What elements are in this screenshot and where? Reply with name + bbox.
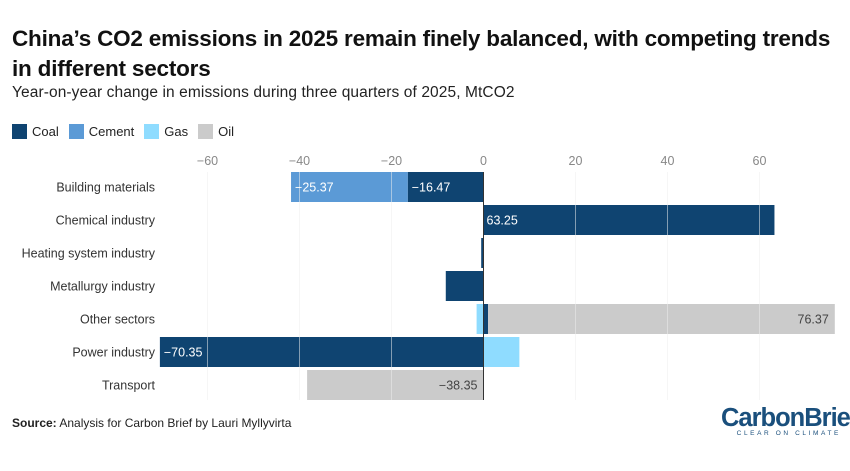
legend-item-gas: Gas [144, 124, 188, 139]
data-label-building-materials-cement: −25.37 [295, 181, 334, 195]
logo-wordmark: CarbonBrief [721, 404, 850, 432]
category-label-metallurgy-industry: Metallurgy industry [50, 280, 156, 294]
stacked-bar-chart: −60 −40 −20 0 20 40 60 Building materials Chemic… [22, 154, 835, 400]
category-label-transport: Transport [102, 379, 156, 393]
bar-power-industry-gas [483, 337, 520, 367]
legend-swatch-oil [198, 124, 214, 139]
bar-other-sectors-gas [476, 304, 484, 334]
bar-power-industry-coal [159, 337, 484, 367]
category-label-other-sectors: Other sectors [80, 313, 155, 327]
category-label-building-materials: Building materials [56, 181, 155, 195]
category-label-heating-system-industry: Heating system industry [22, 247, 156, 261]
data-label-power-industry-coal: −70.35 [164, 346, 203, 360]
bar-building-materials-cement [291, 172, 408, 202]
source-label: Source: [12, 416, 57, 430]
x-tick-label: 60 [753, 154, 767, 168]
legend-item-oil: Oil [198, 124, 234, 139]
logo-tagline: CLEAR ON CLIMATE [736, 430, 841, 437]
chart-title: China’s CO2 emissions in 2025 remain fin… [12, 26, 831, 81]
bar-other-sectors-oil [488, 304, 835, 334]
legend-swatch-coal [12, 124, 27, 139]
category-label-chemical-industry: Chemical industry [56, 214, 156, 228]
x-tick-label: 0 [480, 154, 487, 168]
legend-label-cement: Cement [88, 124, 135, 139]
carbonbrief-logo: CarbonBrief CLEAR ON CLIMATE [721, 404, 850, 437]
category-label-power-industry: Power industry [72, 346, 155, 360]
bar-other-sectors-coal [483, 304, 489, 334]
data-label-chemical-industry-coal: 63.25 [487, 214, 518, 228]
chart-subtitle: Year-on-year change in emissions during … [12, 84, 515, 101]
bar-chemical-industry-coal [483, 205, 775, 235]
x-tick-label: −60 [197, 154, 218, 168]
legend-label-coal: Coal [32, 124, 59, 139]
legend: Coal Cement Gas Oil [12, 124, 244, 139]
legend-swatch-cement [68, 124, 84, 139]
source-note: Source: Analysis for Carbon Brief by Lau… [12, 416, 291, 430]
data-label-other-sectors-oil: 76.37 [798, 313, 829, 327]
data-label-building-materials-coal: −16.47 [412, 181, 451, 195]
x-tick-label: 40 [661, 154, 675, 168]
x-tick-label: −40 [289, 154, 310, 168]
legend-swatch-gas [144, 124, 160, 139]
legend-label-oil: Oil [218, 124, 235, 139]
x-tick-label: 20 [569, 154, 583, 168]
bar-heating-system-industry-coal [481, 238, 484, 268]
bar-transport-oil [307, 370, 484, 400]
source-text: Analysis for Carbon Brief by Lauri Mylly… [59, 416, 292, 430]
bar-metallurgy-industry-coal [445, 271, 484, 301]
legend-item-coal: Coal [12, 124, 59, 139]
legend-item-cement: Cement [68, 124, 135, 139]
bar-building-materials-coal [407, 172, 484, 202]
legend-label-gas: Gas [164, 124, 189, 139]
x-tick-label: −20 [381, 154, 402, 168]
data-label-transport-oil: −38.35 [439, 379, 478, 393]
